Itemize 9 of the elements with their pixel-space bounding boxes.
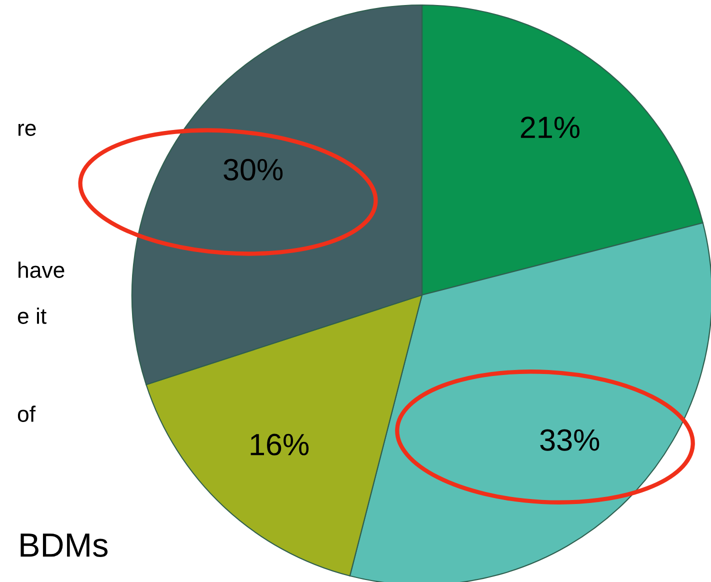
text: have (18, 262, 64, 278)
data-label: 30% (224, 158, 283, 180)
text: BDMs (20, 534, 108, 557)
data-label: 33% (540, 429, 600, 451)
data-label: 21% (520, 116, 580, 138)
data-label: 16% (250, 434, 309, 456)
text: of (18, 406, 36, 422)
text: re (18, 124, 36, 136)
text: e it (18, 308, 46, 324)
